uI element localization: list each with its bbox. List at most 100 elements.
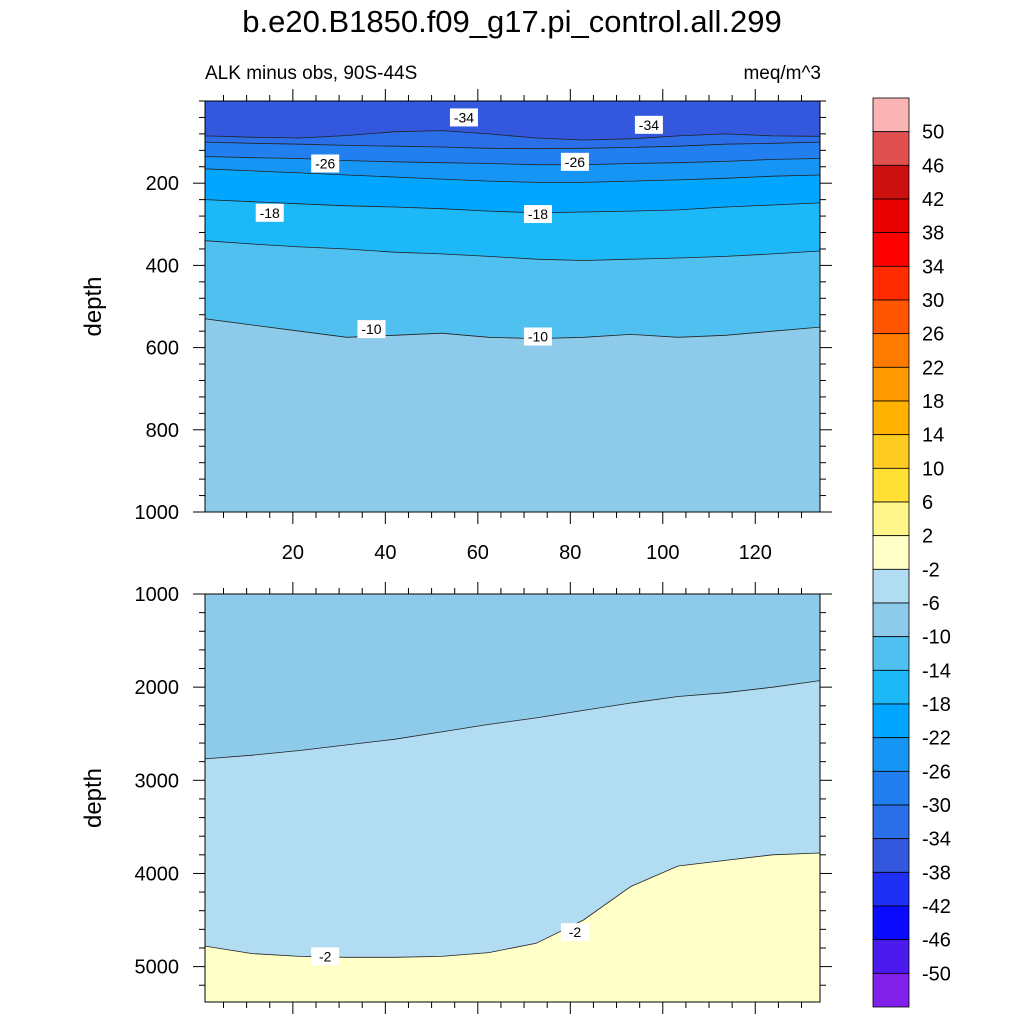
colorbar-label: -2	[922, 559, 940, 581]
colorbar-label: 30	[922, 290, 944, 312]
colorbar-swatch	[872, 804, 910, 840]
chart-subtitle-left: ALK minus obs, 90S-44S	[205, 63, 418, 84]
colorbar-label: -10	[922, 627, 951, 649]
colorbar-label: -26	[922, 761, 951, 783]
y-tick-label: 400	[146, 255, 179, 277]
y-tick-label: 5000	[135, 957, 180, 979]
colorbar-swatch	[872, 871, 910, 907]
colorbar-label: 22	[922, 357, 944, 379]
x-tick-label: 100	[646, 542, 679, 564]
colorbar-label: -18	[922, 694, 951, 716]
colorbar-label: -22	[922, 728, 951, 750]
y-tick-label: 1000	[135, 584, 180, 606]
colorbar-label: 50	[922, 122, 944, 144]
contour-band	[205, 594, 820, 759]
x-tick-label: 80	[559, 542, 581, 564]
colorbar-label: -42	[922, 896, 951, 918]
colorbar-label: -6	[922, 593, 940, 615]
y-tick-label: 1000	[135, 502, 180, 524]
colorbar-swatch	[872, 299, 910, 335]
colorbar-swatch	[872, 669, 910, 705]
x-tick-label: 60	[467, 542, 489, 564]
contour-label-box	[311, 947, 340, 966]
contour-band	[205, 101, 820, 140]
colorbar-label: 18	[922, 391, 944, 413]
y-tick-label: 200	[146, 173, 179, 195]
colorbar-label: 10	[922, 458, 944, 480]
contour-label-box	[255, 203, 284, 222]
y-tick-label: 3000	[135, 770, 180, 792]
contour-line	[205, 168, 820, 183]
contour-line	[205, 680, 820, 760]
colorbar-label: -38	[922, 862, 951, 884]
colorbar-swatch	[872, 568, 910, 604]
colorbar-swatch	[872, 602, 910, 638]
contour-fills: -2 -2	[205, 594, 820, 1002]
contour-label: -34	[454, 109, 474, 125]
contour-panel-upper: -34 -34 -26 -26 -18 -18 -10 -10 200 400 600 800 1000…	[80, 89, 832, 564]
colorbar-label: -30	[922, 795, 951, 817]
colorbar-swatch	[872, 636, 910, 671]
colorbar-label: -46	[922, 930, 951, 952]
colorbar-swatch	[872, 232, 910, 267]
y-tick-label: 2000	[135, 677, 180, 699]
colorbar-label: 38	[922, 223, 944, 245]
contour-label-box	[560, 152, 589, 171]
colorbar-swatch	[872, 400, 910, 436]
contour-line	[205, 141, 820, 150]
contour-label-box	[560, 923, 589, 942]
contour-label: -2	[319, 948, 332, 964]
contour-label-box	[634, 115, 663, 134]
contour-line	[205, 852, 820, 958]
colorbar-label: -50	[922, 963, 951, 985]
colorbar-swatch	[872, 939, 910, 974]
colorbar-swatch	[872, 97, 910, 133]
x-tick-label: 120	[739, 542, 772, 564]
colorbar-label: -34	[922, 829, 951, 851]
colorbar-swatch	[872, 838, 910, 873]
contour-label-box	[523, 205, 552, 224]
colorbar-swatch	[872, 198, 910, 234]
colorbar-label: 6	[922, 492, 933, 514]
x-tick-label: 40	[374, 542, 396, 564]
colorbar-swatch	[872, 467, 910, 503]
colorbar-swatch	[872, 535, 910, 570]
colorbar-label: 2	[922, 526, 933, 548]
contour-line	[205, 156, 820, 166]
chart-units-label: meq/m^3	[743, 63, 821, 84]
colorbar-swatch	[872, 434, 910, 469]
contour-label: -26	[565, 154, 585, 170]
colorbar-swatch	[872, 366, 910, 402]
colorbar-swatch	[872, 265, 910, 301]
contour-label: -10	[528, 329, 548, 345]
contour-line	[205, 130, 820, 141]
colorbar-swatch	[872, 703, 910, 739]
contour-label-box	[523, 327, 552, 346]
plot-frame	[204, 593, 821, 1003]
colorbar-swatch	[872, 737, 910, 772]
contour-fills: -34 -34 -26 -26 -18 -18 -10 -10	[205, 101, 820, 512]
contour-line	[205, 199, 820, 214]
contour-label: -2	[569, 924, 582, 940]
contour-line	[205, 240, 820, 261]
colorbar-swatch	[872, 131, 910, 166]
y-axis-label: depth	[80, 276, 107, 336]
colorbar-swatch	[872, 164, 910, 200]
contour-line	[205, 318, 820, 340]
colorbar-swatch	[872, 333, 910, 368]
colorbar-swatch	[872, 905, 910, 941]
contour-label: -18	[260, 205, 280, 221]
colorbar-label: 46	[922, 155, 944, 177]
colorbar-swatch	[872, 770, 910, 806]
x-tick-label: 20	[282, 542, 304, 564]
colorbar: 50 46 42 38 34 30 26 22 18 14 10 6 2 -2 -6 -10 -14 -18 -22…	[872, 97, 951, 1008]
y-tick-label: 4000	[135, 863, 180, 885]
contour-panel-lower: -2 -2 1000 2000 3000 4000 5000 depth	[80, 582, 832, 1014]
y-tick-label: 600	[146, 338, 179, 360]
contour-label-box	[311, 154, 340, 173]
colorbar-label: -14	[922, 660, 951, 682]
y-tick-label: 800	[146, 420, 179, 442]
colorbar-label: 42	[922, 189, 944, 211]
contour-label: -18	[528, 206, 548, 222]
